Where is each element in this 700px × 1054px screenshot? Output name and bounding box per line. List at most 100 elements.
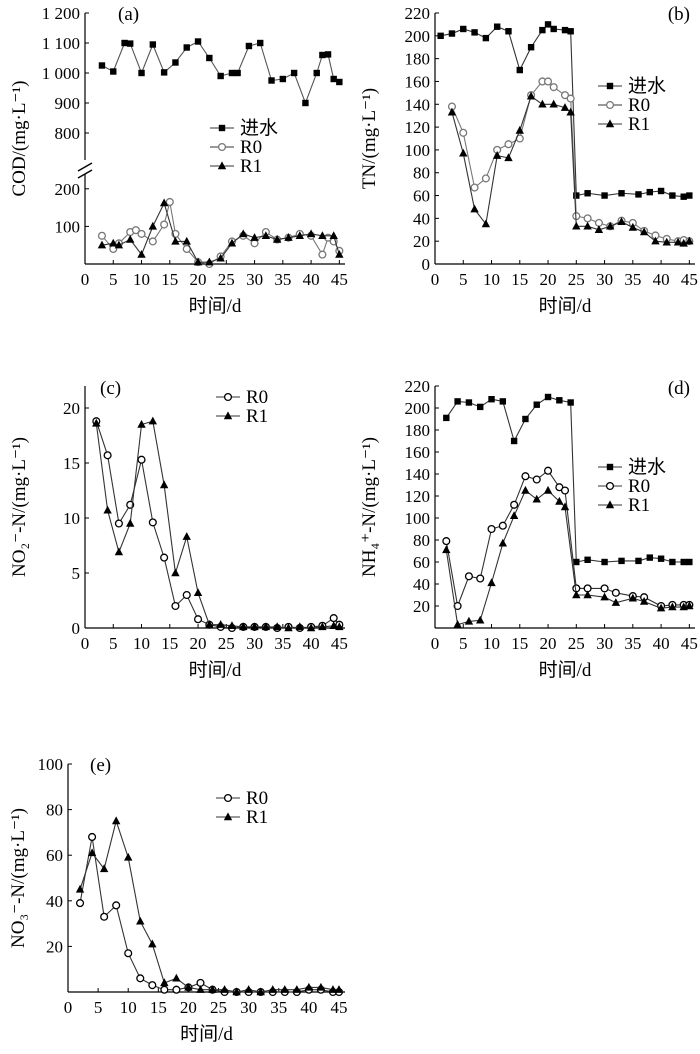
data-point bbox=[464, 616, 474, 625]
data-point bbox=[544, 21, 552, 28]
x-tick-label: 20 bbox=[540, 270, 557, 289]
legend-marker bbox=[605, 500, 615, 509]
data-point bbox=[437, 32, 444, 40]
data-point bbox=[127, 40, 134, 47]
data-point bbox=[99, 864, 109, 873]
data-point bbox=[184, 982, 193, 991]
data-point bbox=[148, 221, 158, 230]
data-point bbox=[205, 257, 214, 266]
data-point bbox=[628, 222, 638, 231]
data-point bbox=[543, 485, 553, 494]
data-point bbox=[182, 532, 191, 540]
y-tick-label: 20 bbox=[413, 597, 430, 616]
y-tick-label: 80 bbox=[46, 801, 63, 820]
data-point bbox=[257, 39, 264, 47]
data-point bbox=[256, 987, 265, 996]
panel-label: (d) bbox=[668, 378, 690, 399]
data-point bbox=[673, 237, 683, 246]
data-point bbox=[172, 973, 181, 982]
data-point bbox=[543, 77, 553, 86]
panel-label: (e) bbox=[90, 755, 111, 776]
legend-label: 进水 bbox=[628, 75, 666, 97]
data-point bbox=[272, 234, 282, 243]
data-point bbox=[114, 547, 124, 556]
x-tick-label: 10 bbox=[483, 270, 500, 289]
data-point bbox=[136, 916, 145, 925]
x-axis-label: 时间/d bbox=[189, 659, 242, 681]
panel-label: (b) bbox=[668, 4, 690, 25]
data-point bbox=[138, 69, 145, 77]
chart-panel-5: 0 5 10 15 20 25 30 35 40 45 20 40 60 80 100 时间/d NO₃⁻-N/… bbox=[8, 755, 347, 1045]
data-point bbox=[561, 26, 569, 34]
data-point bbox=[316, 982, 326, 991]
y-tick-label: 900 bbox=[55, 94, 81, 113]
y-tick-label: 0 bbox=[72, 619, 81, 638]
x-tick-label: 15 bbox=[511, 270, 528, 289]
data-point bbox=[584, 556, 591, 563]
x-tick-label: 45 bbox=[331, 634, 348, 653]
data-point bbox=[124, 852, 133, 861]
x-tick-label: 35 bbox=[274, 270, 291, 289]
data-point bbox=[334, 985, 344, 993]
y-tick-label: 0 bbox=[422, 255, 431, 274]
data-point bbox=[669, 192, 676, 199]
data-point bbox=[492, 151, 502, 159]
data-point bbox=[160, 69, 168, 76]
series-r0 bbox=[75, 832, 344, 997]
data-point bbox=[556, 397, 563, 404]
data-point bbox=[75, 884, 85, 893]
data-point bbox=[601, 192, 608, 199]
x-tick-label: 15 bbox=[150, 998, 167, 1017]
y-tick-label: 200 bbox=[405, 399, 431, 418]
data-point bbox=[567, 28, 574, 35]
series-r0 bbox=[447, 77, 694, 246]
data-point bbox=[194, 38, 202, 45]
y-axis-label: NO₃⁻-N/(mg·L⁻¹) bbox=[8, 808, 29, 948]
x-tick-label: 20 bbox=[190, 634, 207, 653]
x-tick-label: 40 bbox=[653, 634, 670, 653]
data-point bbox=[566, 94, 575, 103]
data-point bbox=[250, 622, 259, 631]
data-point bbox=[137, 250, 146, 258]
data-point bbox=[182, 236, 191, 245]
data-point bbox=[196, 985, 205, 993]
data-point bbox=[476, 574, 485, 583]
legend-marker bbox=[223, 812, 233, 821]
x-tick-label: 10 bbox=[133, 634, 150, 653]
y-tick-label: 160 bbox=[405, 443, 431, 462]
data-point bbox=[505, 28, 512, 35]
data-point bbox=[335, 622, 344, 631]
data-point bbox=[148, 237, 157, 246]
data-point bbox=[318, 231, 327, 239]
y-tick-label: 180 bbox=[405, 50, 431, 69]
x-tick-label: 10 bbox=[483, 634, 500, 653]
data-point bbox=[97, 240, 107, 249]
data-point bbox=[453, 620, 462, 628]
data-point bbox=[193, 257, 203, 266]
y-tick-label: 1 200 bbox=[42, 4, 80, 23]
data-point bbox=[481, 219, 491, 228]
data-point bbox=[295, 231, 304, 239]
data-point bbox=[272, 622, 282, 631]
data-point bbox=[329, 231, 338, 239]
data-point bbox=[572, 221, 581, 230]
series-r1 bbox=[447, 91, 694, 247]
data-point bbox=[526, 91, 536, 100]
data-point bbox=[555, 496, 564, 505]
data-point bbox=[88, 832, 97, 842]
data-point bbox=[499, 398, 507, 405]
axis-break-mark bbox=[77, 162, 93, 172]
x-tick-label: 5 bbox=[109, 270, 118, 289]
x-tick-label: 0 bbox=[431, 634, 440, 653]
data-point bbox=[227, 621, 237, 629]
data-point bbox=[193, 588, 203, 596]
data-point bbox=[126, 518, 135, 527]
data-point bbox=[268, 985, 277, 993]
data-point bbox=[250, 233, 259, 241]
chart-panel-2: 0 5 10 15 20 25 30 35 40 450204060801001201401601… bbox=[359, 4, 698, 317]
legend-label: R0 bbox=[628, 95, 650, 116]
y-tick-label: 120 bbox=[405, 487, 431, 506]
data-point bbox=[481, 174, 490, 183]
chart-panel-1: 0 5 10 15 20 25 30 35 40 45 100 200 800 900 1 000 1 100… bbox=[9, 4, 348, 317]
data-point bbox=[487, 578, 496, 587]
